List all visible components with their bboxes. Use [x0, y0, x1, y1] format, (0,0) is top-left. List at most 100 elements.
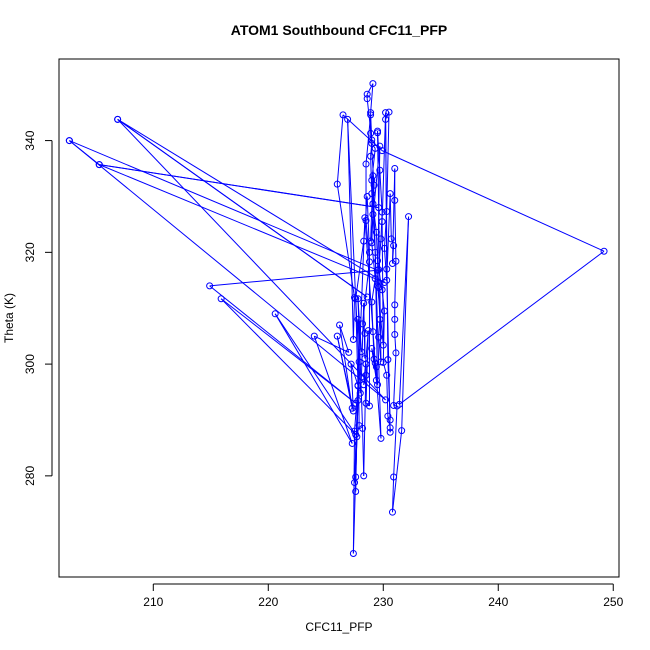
- data-point: [374, 127, 382, 135]
- data-point: [386, 424, 394, 432]
- data-point: [351, 294, 359, 302]
- data-point: [390, 242, 398, 250]
- series-segment: [69, 140, 386, 401]
- data-point: [336, 321, 344, 329]
- data-point: [349, 336, 357, 344]
- data-point: [390, 473, 398, 481]
- data-point: [386, 190, 394, 198]
- data-point: [363, 90, 371, 98]
- series-segment: [354, 217, 366, 483]
- data-point: [386, 428, 394, 436]
- data-point: [375, 333, 383, 341]
- data-point: [382, 109, 390, 117]
- series-segment: [339, 324, 350, 353]
- series-segment: [378, 238, 382, 270]
- data-point: [384, 412, 392, 420]
- series-segment: [99, 164, 379, 209]
- x-tick-label: 220: [258, 595, 278, 609]
- data-point: [378, 208, 386, 216]
- data-point: [379, 341, 387, 349]
- series-segment: [370, 83, 374, 113]
- data-point: [333, 180, 341, 188]
- data-point: [374, 381, 382, 389]
- data-point: [347, 360, 355, 368]
- y-tick-label: 300: [23, 354, 37, 374]
- series-segment: [117, 118, 385, 283]
- data-point: [375, 204, 383, 212]
- data-point: [348, 439, 356, 447]
- x-axis-label: CFC11_PFP: [305, 620, 372, 634]
- y-axis-label: Theta (K): [2, 293, 16, 343]
- data-point: [392, 257, 400, 265]
- data-point: [349, 550, 357, 558]
- data-point: [375, 284, 383, 292]
- data-point: [375, 266, 383, 274]
- data-point: [380, 244, 388, 252]
- data-point: [377, 434, 385, 442]
- data-point: [391, 196, 399, 204]
- data-point: [386, 416, 394, 424]
- series-segment: [371, 148, 376, 181]
- data-point: [351, 479, 359, 487]
- data-point: [368, 344, 376, 352]
- data-point: [383, 208, 391, 216]
- series-segment: [347, 119, 354, 340]
- data-point: [374, 257, 382, 265]
- series-segment: [117, 118, 368, 298]
- data-point: [355, 358, 363, 366]
- data-point: [361, 329, 369, 337]
- series-segment: [370, 143, 373, 157]
- series-segment: [382, 362, 388, 376]
- y-tick-label: 340: [23, 130, 37, 150]
- series-segment: [377, 132, 382, 362]
- data-point: [387, 235, 395, 243]
- data-point: [371, 359, 379, 367]
- series-segment: [336, 114, 344, 185]
- series-segment: [355, 241, 365, 299]
- data-point: [354, 315, 362, 323]
- series-segment: [375, 232, 379, 261]
- data-point: [333, 332, 341, 340]
- data-point: [384, 356, 392, 364]
- data-point: [385, 108, 393, 116]
- data-point: [271, 310, 279, 318]
- x-tick-label: 250: [603, 595, 623, 609]
- series-segment: [386, 375, 389, 417]
- data-point: [372, 363, 380, 371]
- data-point: [339, 111, 347, 119]
- data-point: [370, 355, 378, 363]
- data-point: [368, 176, 376, 184]
- data-point: [359, 320, 367, 328]
- series-layer: [65, 80, 608, 558]
- plot-frame: [58, 58, 620, 578]
- data-point: [600, 247, 608, 255]
- data-point: [395, 400, 403, 408]
- data-point: [372, 228, 380, 236]
- series-segment: [381, 112, 387, 222]
- data-point: [361, 355, 369, 363]
- data-point: [360, 237, 368, 245]
- data-point: [388, 508, 396, 516]
- series-segment: [393, 352, 397, 406]
- series-segment: [391, 430, 403, 513]
- data-point: [365, 402, 373, 410]
- x-tick-label: 240: [488, 595, 508, 609]
- data-point: [359, 424, 367, 432]
- series-segment: [336, 336, 354, 412]
- data-point: [353, 433, 361, 441]
- data-point: [367, 129, 375, 137]
- series-segment: [387, 359, 391, 420]
- data-point: [368, 239, 376, 247]
- series-segment: [381, 221, 384, 346]
- data-point: [371, 275, 379, 283]
- series-segment: [379, 170, 383, 213]
- data-point: [357, 373, 365, 381]
- data-point: [368, 298, 376, 306]
- data-point: [365, 258, 373, 266]
- data-point: [344, 115, 352, 123]
- series-segment: [342, 114, 383, 152]
- y-tick-label: 280: [23, 466, 37, 486]
- series-segment: [383, 248, 388, 281]
- data-point: [382, 115, 390, 123]
- data-point: [114, 115, 122, 123]
